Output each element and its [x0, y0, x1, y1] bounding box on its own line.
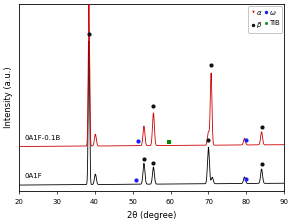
Y-axis label: Intensity (a.u.): Intensity (a.u.): [4, 67, 13, 128]
X-axis label: 2θ (degree): 2θ (degree): [127, 211, 176, 220]
Text: 0A1F-0.1B: 0A1F-0.1B: [24, 135, 61, 141]
Text: 0A1F: 0A1F: [24, 173, 42, 179]
Legend: $\alpha$, $\beta$, $\omega$, TiB: $\alpha$, $\beta$, $\omega$, TiB: [248, 6, 282, 32]
